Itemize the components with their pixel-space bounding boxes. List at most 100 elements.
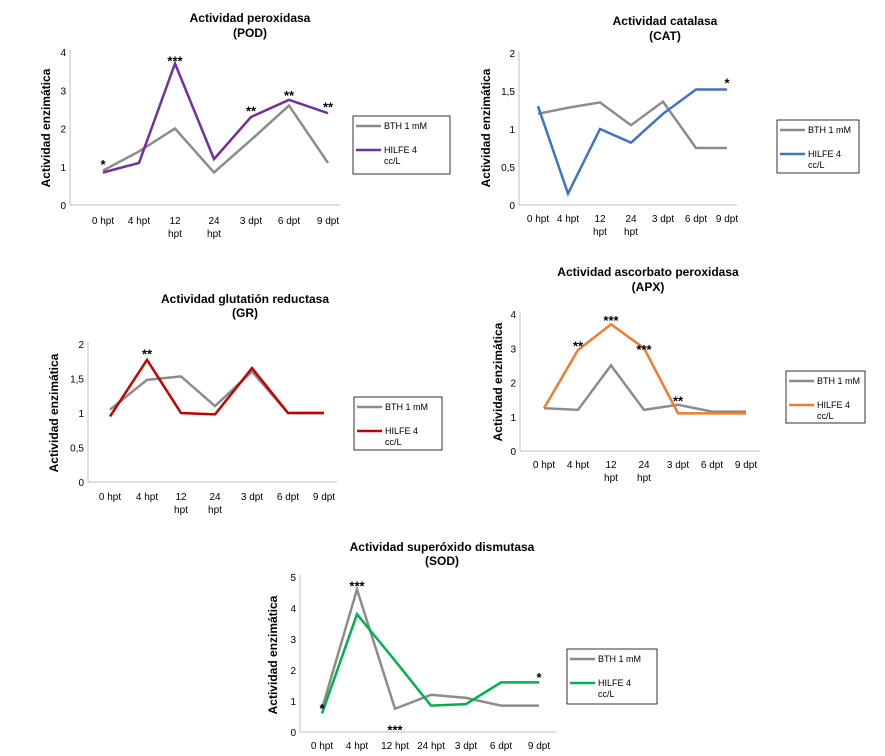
- series-line-hilfe: [102, 59, 329, 174]
- chart-subtitle: (POD): [233, 26, 267, 40]
- series-line-bth: [109, 369, 324, 415]
- x-tick-label: 0 hpt: [92, 216, 114, 227]
- chart-sod: Actividad superóxido dismutasa(SOD) Activ…: [266, 540, 658, 752]
- legend-label: BTH 1 mM: [598, 654, 641, 664]
- significance-mark: *: [536, 670, 542, 685]
- y-tick-label: 3: [290, 635, 296, 646]
- series-line-bth: [543, 363, 746, 413]
- y-tick-label: 4: [510, 310, 516, 321]
- y-tick-label: 1: [60, 163, 66, 174]
- chart-subtitle: (APX): [632, 280, 665, 294]
- x-tick-label: 6 dpt: [701, 460, 723, 471]
- significance-mark: ***: [387, 722, 403, 737]
- significance-mark: **: [573, 339, 584, 354]
- y-tick-label: 3: [60, 86, 66, 97]
- series-line-bth: [102, 103, 330, 175]
- x-tick-label: 4 hpt: [128, 216, 150, 227]
- y-tick-label: 0,5: [501, 163, 515, 174]
- chart-subtitle: (SOD): [425, 554, 459, 568]
- y-tick-label: 1: [509, 125, 515, 136]
- chart-subtitle: (CAT): [649, 29, 681, 43]
- legend-label: BTH 1 mM: [808, 125, 851, 135]
- x-tick-label: 3 dpt: [240, 216, 262, 227]
- significance-mark: *: [100, 157, 106, 172]
- x-tick-label: 3 dpt: [241, 492, 263, 503]
- y-tick-label: 1: [290, 697, 296, 708]
- y-axis-label: Actividad enzimática: [479, 68, 493, 187]
- x-tick-label: 0 hpt: [311, 741, 333, 752]
- x-tick-label: 24 hpt: [207, 216, 221, 240]
- series-line-hilfe: [542, 322, 746, 415]
- significance-mark: ***: [603, 313, 619, 328]
- significance-mark: **: [246, 103, 257, 118]
- x-tick-label: 12 hpt: [174, 492, 188, 516]
- legend-label: HILFE 4 cc/L: [817, 400, 850, 421]
- x-tick-label: 4 hpt: [136, 492, 158, 503]
- chart-title: Actividad ascorbato peroxidasa: [557, 265, 739, 279]
- x-tick-label: 24 hpt: [208, 492, 222, 516]
- y-tick-label: 4: [60, 48, 66, 59]
- x-tick-label: 9 dpt: [735, 460, 757, 471]
- legend-box: [353, 396, 443, 451]
- significance-mark: *: [724, 75, 730, 90]
- legend-label: HILFE 4 cc/L: [384, 145, 417, 166]
- chart-subtitle: (GR): [232, 306, 258, 320]
- legend-label: BTH 1 mM: [817, 376, 860, 386]
- x-tick-label: 12 hpt: [604, 460, 618, 484]
- significance-mark: ***: [349, 578, 365, 593]
- chart-cat: Actividad catalasa(CAT) Actividad enzimát…: [479, 14, 860, 238]
- x-tick-label: 3 dpt: [652, 214, 674, 225]
- y-tick-label: 4: [290, 604, 296, 615]
- y-tick-label: 1,5: [501, 87, 515, 98]
- x-tick-label: 12 hpt: [168, 216, 182, 240]
- y-tick-label: 0,5: [70, 444, 84, 455]
- x-tick-label: 9 dpt: [317, 216, 339, 227]
- y-axis-label: Actividad enzimática: [47, 353, 61, 472]
- significance-mark: ***: [167, 54, 183, 69]
- y-tick-label: 1: [510, 413, 516, 424]
- y-tick-label: 0: [60, 201, 66, 212]
- x-tick-label: 6 dpt: [490, 741, 512, 752]
- y-tick-label: 2: [290, 666, 296, 677]
- x-tick-label: 24 hpt: [637, 460, 651, 484]
- x-tick-label: 3 dpt: [455, 741, 477, 752]
- series-line-hilfe: [108, 357, 324, 418]
- legend-box: [785, 370, 866, 424]
- legend-label: HILFE 4 cc/L: [385, 426, 418, 447]
- significance-mark: **: [142, 346, 153, 361]
- chart-title: Actividad superóxido dismutasa: [350, 540, 535, 554]
- legend-label: HILFE 4 cc/L: [808, 149, 841, 170]
- chart-gr: Actividad glutatión reductasa(GR) Activid…: [47, 292, 443, 516]
- y-tick-label: 2: [510, 379, 516, 390]
- x-tick-label: 6 dpt: [277, 492, 299, 503]
- x-tick-label: 0 hpt: [99, 492, 121, 503]
- y-axis-label: Actividad enzimática: [39, 68, 53, 187]
- y-tick-label: 1: [78, 409, 84, 420]
- legend-label: HILFE 4 cc/L: [598, 678, 631, 699]
- y-tick-label: 2: [509, 49, 515, 60]
- significance-mark: **: [673, 393, 684, 408]
- y-axis-label: Actividad enzimática: [491, 322, 505, 441]
- series-line-hilfe: [320, 611, 539, 714]
- x-tick-label: 4 hpt: [557, 214, 579, 225]
- x-tick-label: 3 dpt: [667, 460, 689, 471]
- series-line-hilfe: [536, 88, 727, 197]
- x-tick-label: 6 dpt: [685, 214, 707, 225]
- y-tick-label: 2: [78, 340, 84, 351]
- y-tick-label: 3: [510, 344, 516, 355]
- significance-mark: ***: [636, 342, 652, 357]
- x-tick-label: 24 hpt: [417, 741, 445, 752]
- series-line-bth: [320, 585, 539, 711]
- x-tick-label: 12 hpt: [593, 214, 607, 238]
- chart-pod: Actividad peroxidasa(POD) Actividad enzim…: [39, 11, 451, 240]
- y-tick-label: 0: [509, 201, 515, 212]
- y-tick-label: 5: [290, 573, 296, 584]
- x-tick-label: 9 dpt: [313, 492, 335, 503]
- x-tick-label: 9 dpt: [716, 214, 738, 225]
- y-tick-label: 1,5: [70, 375, 84, 386]
- x-tick-label: 12 hpt: [381, 741, 409, 752]
- chart-title: Actividad glutatión reductasa: [161, 292, 329, 306]
- chart-apx: Actividad ascorbato peroxidasa(APX) Activ…: [491, 265, 866, 484]
